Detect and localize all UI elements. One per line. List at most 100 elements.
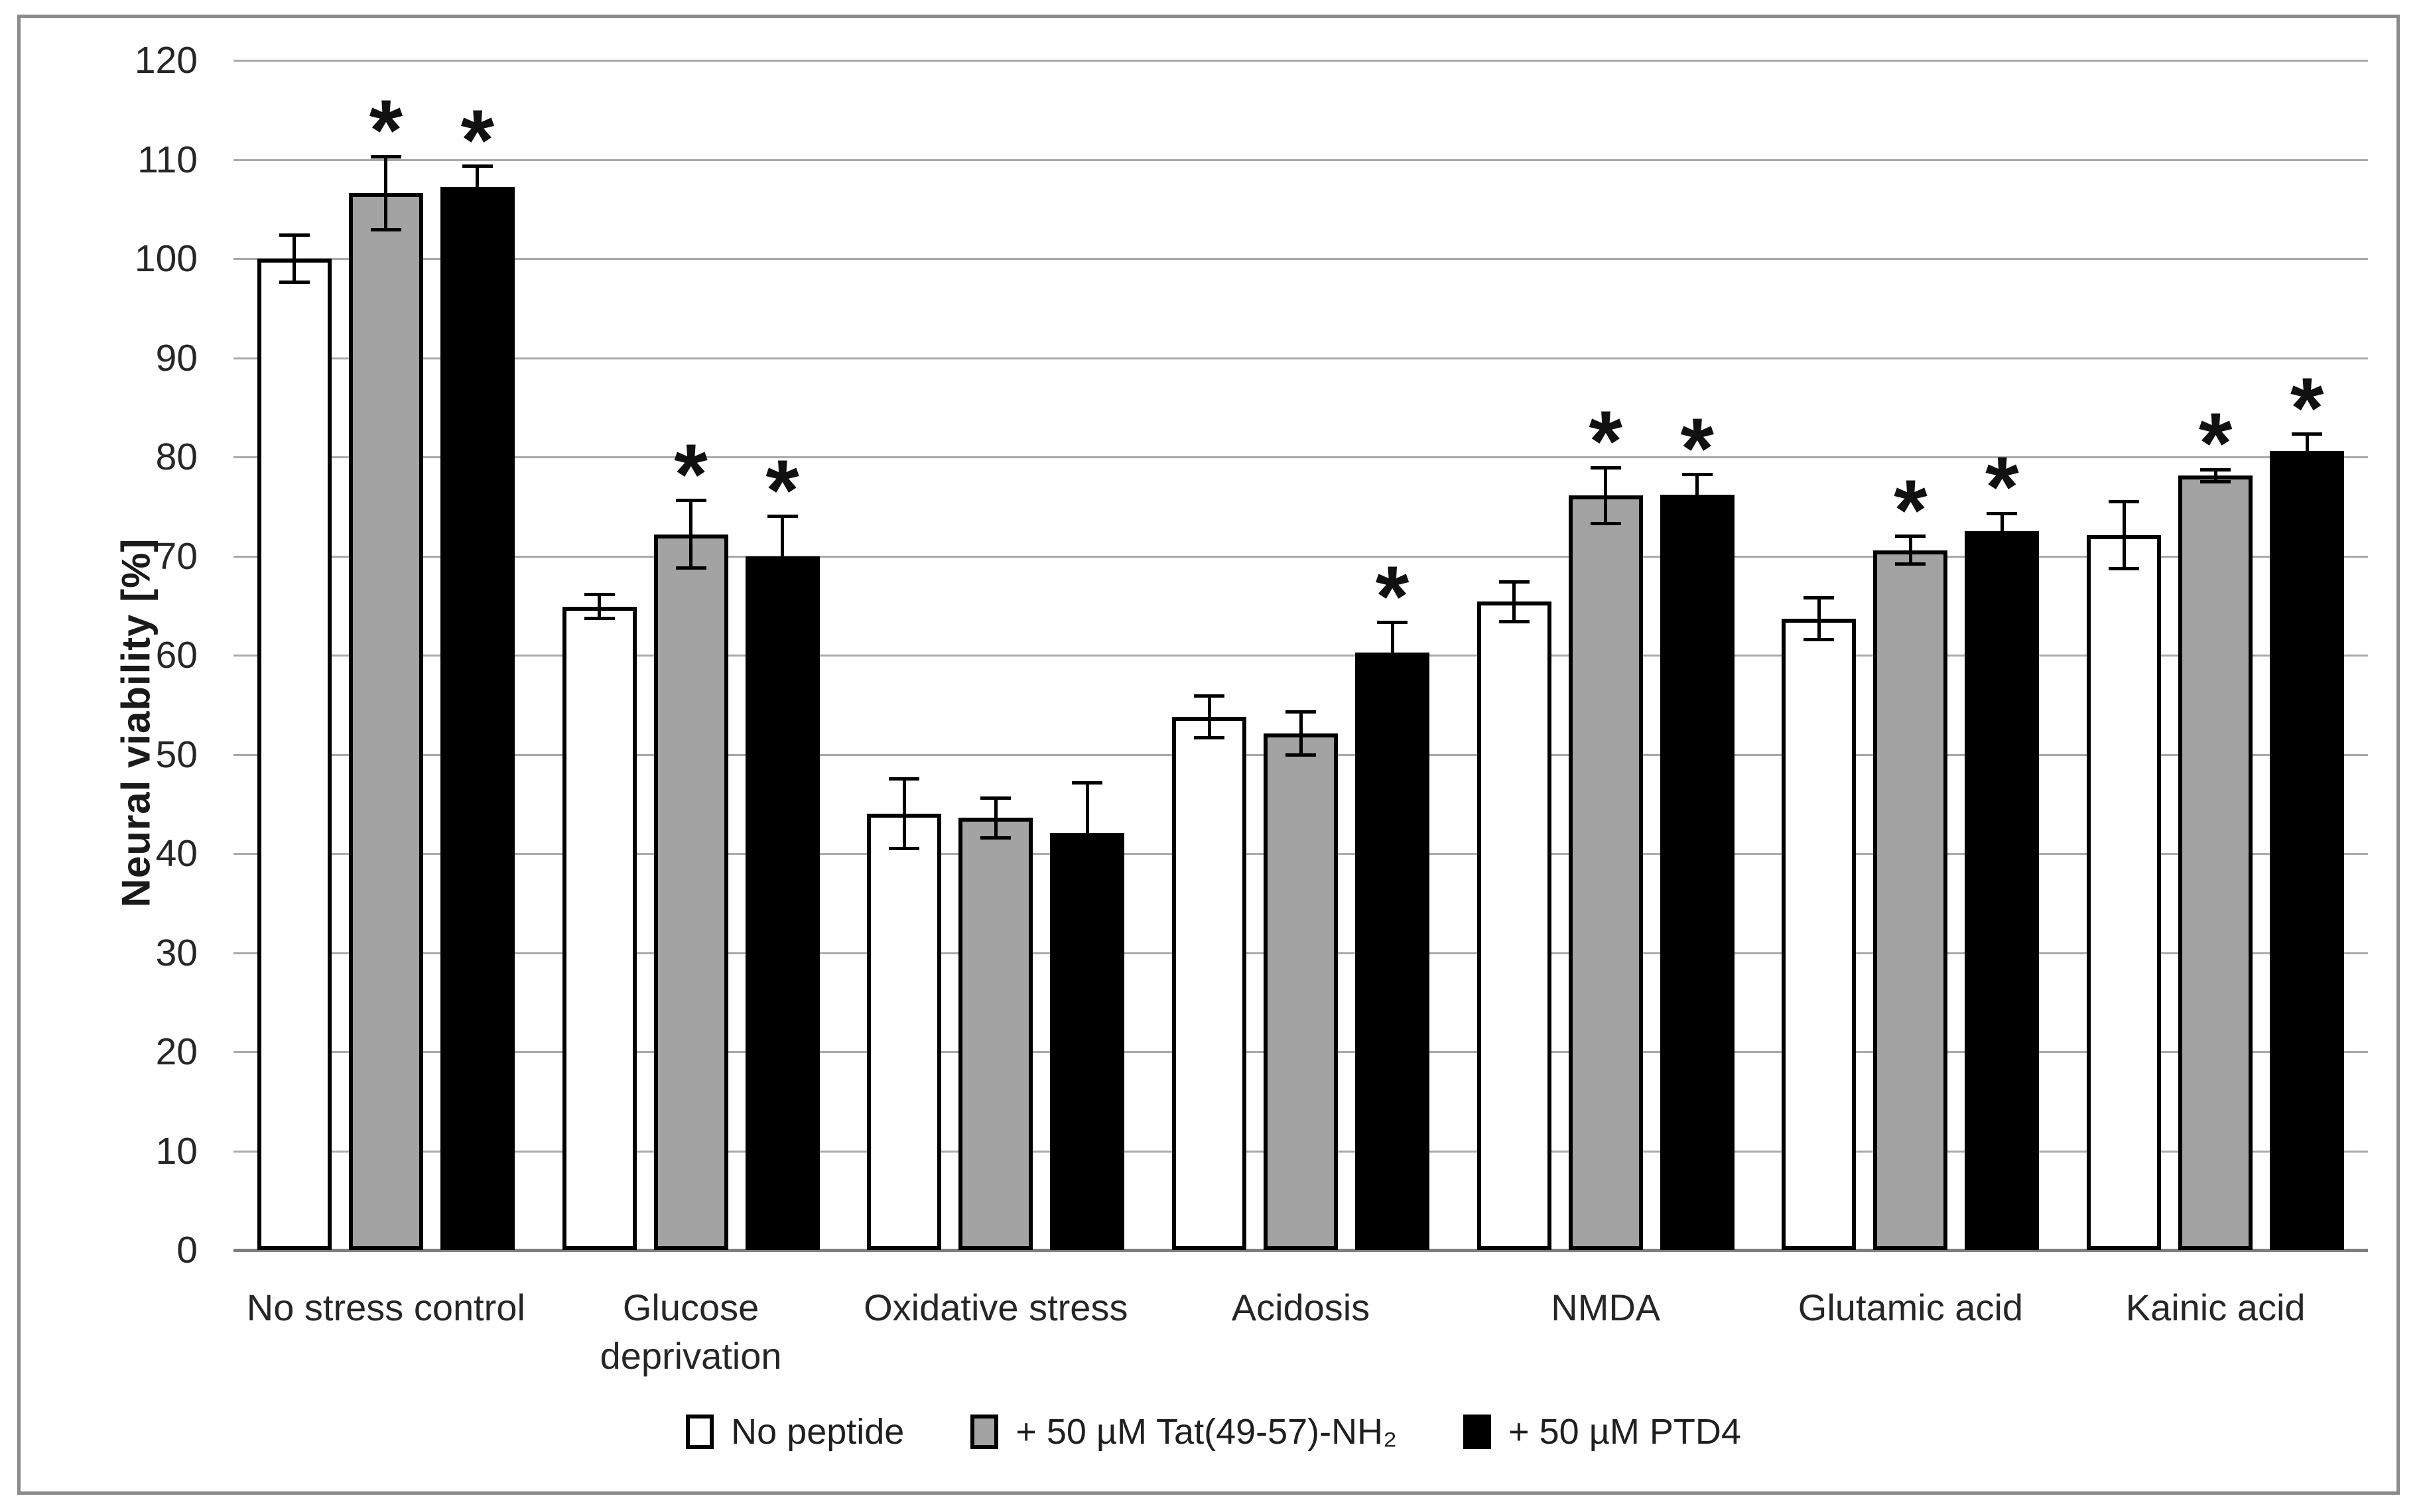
legend-swatch-no-peptide [686,1415,714,1449]
y-tick-label-110: 110 [137,138,198,181]
gridline-90 [233,357,2368,359]
error-bar [1695,474,1699,515]
error-bar-cap-top [675,499,706,503]
error-bar-cap-bottom [1804,637,1835,641]
x-category-label-4: NMDA [1551,1287,1661,1328]
error-bar-cap-bottom [767,594,798,598]
bar-series0-cat5 [1782,618,1857,1250]
bar-series1-cat0 [348,193,423,1250]
legend-swatch-tat [970,1415,999,1449]
error-bar-cap-top [370,155,401,158]
error-bar [1207,696,1211,738]
error-bar [2122,501,2126,569]
error-bar-cap-top [1377,621,1408,625]
y-tick-label-0: 0 [176,1229,198,1271]
error-bar-cap-bottom [2109,567,2140,571]
significance-asterisk: * [1894,461,1928,558]
legend: No peptide + 50 µM Tat(49-57)-NH₂ + 50 µ… [0,1411,2427,1452]
x-category-label-0: No stress control [246,1287,525,1328]
error-bar [1085,783,1089,883]
significance-asterisk: * [369,82,403,178]
gridline-70 [233,555,2368,558]
error-bar [1299,712,1303,755]
legend-swatch-ptd4 [1463,1415,1492,1449]
significance-asterisk: * [1985,438,2019,536]
x-category-label-2: Oxidative stress [864,1287,1128,1328]
significance-asterisk: * [2198,395,2233,492]
bar-series0-cat4 [1476,601,1551,1250]
bar-series2-cat4 [1660,494,1735,1250]
error-bar-cap-bottom [1590,521,1621,525]
bar-series1-cat3 [1264,733,1338,1250]
error-bar-cap-bottom [370,228,401,232]
error-bar [1390,622,1394,682]
error-bar [689,500,693,568]
error-bar-cap-bottom [1285,753,1316,757]
y-tick-label-20: 20 [155,1031,198,1073]
error-bar [781,516,785,596]
error-bar-cap-top [1590,466,1621,470]
legend-item-tat: + 50 µM Tat(49-57)-NH₂ [970,1411,1397,1452]
x-category-label-6: Kainic acid [2125,1287,2306,1328]
significance-asterisk: * [2290,359,2324,456]
error-bar [902,779,906,849]
error-bar [1512,582,1516,622]
y-tick-label-120: 120 [134,39,198,82]
error-bar-cap-top [2200,468,2231,472]
error-bar-cap-top [584,593,615,597]
error-bar [2305,434,2309,468]
bar-series1-cat1 [653,534,728,1250]
error-bar-cap-top [1987,511,2018,515]
x-category-label-5: Glutamic acid [1798,1287,2024,1328]
error-bar-cap-top [767,515,798,519]
error-bar-cap-bottom [1498,619,1530,623]
gridline-100 [233,258,2368,260]
bar-series0-cat1 [562,606,637,1250]
error-bar-cap-bottom [1681,513,1713,517]
significance-asterisk: * [674,425,708,523]
significance-asterisk: * [1680,399,1714,497]
bar-series1-cat2 [958,818,1033,1250]
legend-item-ptd4: + 50 µM PTD4 [1463,1411,1741,1452]
error-bar [1604,468,1608,524]
gridline-120 [233,60,2368,62]
bar-series2-cat0 [440,187,515,1250]
legend-label-tat: + 50 µM Tat(49-57)-NH₂ [1016,1412,1398,1452]
error-bar-cap-bottom [2200,479,2231,483]
bar-series1-cat5 [1873,550,1948,1250]
bar-series0-cat6 [2087,535,2162,1250]
bar-series2-cat1 [745,556,820,1250]
bar-series2-cat6 [2270,451,2345,1250]
error-bar [1908,536,1912,564]
error-bar-cap-bottom [2292,466,2323,470]
error-bar-cap-bottom [279,281,310,284]
figure-frame [17,15,2400,1495]
y-tick-label-70: 70 [155,535,198,578]
error-bar-cap-top [2109,499,2140,503]
y-tick-label-40: 40 [155,832,198,875]
error-bar [1817,598,1821,640]
y-tick-label-100: 100 [134,237,198,280]
error-bar [2000,513,2004,550]
legend-label-ptd4: + 50 µM PTD4 [1508,1412,1741,1452]
error-bar-cap-top [1285,710,1316,714]
y-tick-label-60: 60 [155,634,198,676]
significance-asterisk: * [1589,393,1622,490]
y-tick-label-10: 10 [155,1129,198,1172]
error-bar-cap-top [462,164,493,168]
error-bar-cap-bottom [1987,547,2018,551]
bar-series2-cat2 [1050,832,1125,1250]
legend-label-no-peptide: No peptide [731,1412,905,1452]
error-bar-cap-bottom [584,617,615,621]
error-bar-cap-top [1681,473,1713,477]
error-bar-cap-top [1804,596,1835,599]
error-bar [476,166,480,208]
error-bar-cap-bottom [1377,680,1408,684]
error-bar-cap-top [980,796,1012,800]
x-axis-line [233,1249,2368,1252]
significance-asterisk: * [1375,547,1410,645]
bar-series2-cat3 [1355,652,1429,1250]
x-category-label-3: Acidosis [1231,1287,1370,1328]
